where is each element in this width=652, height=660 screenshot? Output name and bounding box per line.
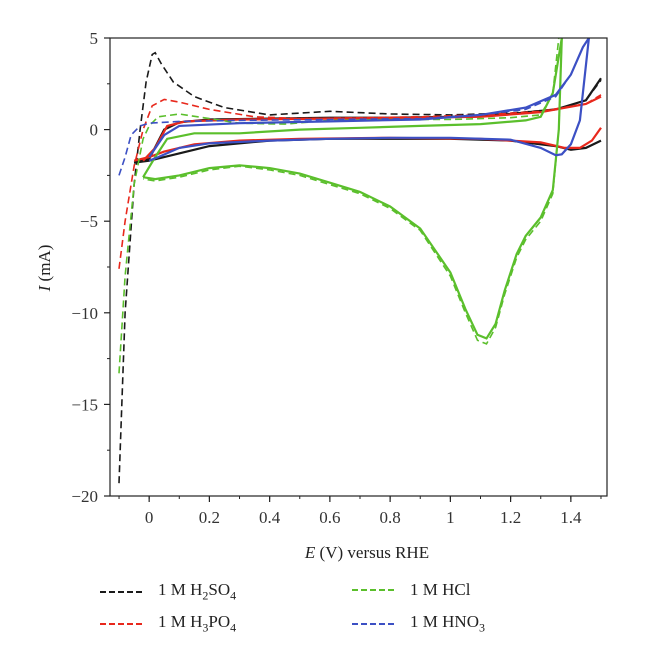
x-tick-label: 1.2 — [500, 508, 521, 527]
series-line-hno3-cathodic — [148, 38, 590, 162]
plot-frame — [109, 37, 608, 497]
legend-label-h2so4: 1 M H2SO4 — [158, 580, 237, 603]
plot-area — [118, 38, 602, 484]
x-tick-label: 1 — [446, 508, 455, 527]
series-line-hcl-anodic — [142, 38, 563, 178]
series-line-h3po4-anodic — [142, 95, 602, 162]
x-tick-label: 0.2 — [199, 508, 220, 527]
series-line-hcl-cathodic — [142, 38, 563, 345]
axes: 0 0.2 0.4 0.6 0.8 1 1.2 1.4 5 0 −5 −10 −15 −20 — [71, 29, 608, 527]
legend-label-h3po4: 1 M H3PO4 — [158, 612, 237, 635]
legend-item-h2so4: 1 M H2SO4 — [100, 580, 236, 603]
series-line-h3po4-anodic-dashed — [118, 94, 602, 269]
x-tick-label: 0.6 — [319, 508, 340, 527]
y-tick-label: −15 — [71, 395, 98, 414]
series-line-hcl-cathodic-solid — [142, 38, 563, 340]
legend-swatch-hno3 — [352, 622, 394, 625]
y-tick-label: 0 — [90, 121, 99, 140]
legend-swatch-h2so4 — [100, 590, 142, 593]
y-tick-label: −20 — [71, 487, 98, 506]
x-axis-title: E (V) versus RHE — [304, 543, 429, 562]
x-tick-label: 0.4 — [259, 508, 281, 527]
legend-swatch-h3po4 — [100, 622, 142, 625]
y-axis-title: I (mA) — [35, 245, 54, 293]
y-tick-label: 5 — [90, 29, 99, 48]
x-tick-label: 0.8 — [380, 508, 401, 527]
y-tick-label: −5 — [80, 212, 98, 231]
legend-item-hno3: 1 M HNO3 — [352, 612, 485, 635]
series-line-hno3-anodic — [148, 38, 590, 158]
legend: 1 M H2SO4 1 M H3PO4 1 M HCl 1 M HNO3 — [100, 578, 600, 656]
x-tick-label: 1.4 — [560, 508, 582, 527]
series-line-hno3-anodic-dashed — [118, 38, 590, 176]
y-tick-label: −10 — [71, 304, 98, 323]
legend-label-hcl: 1 M HCl — [410, 580, 471, 599]
x-tick-label: 0 — [145, 508, 154, 527]
series-line-h2so4-anodic-dashed — [118, 51, 602, 484]
legend-item-h3po4: 1 M H3PO4 — [100, 612, 236, 635]
legend-item-hcl: 1 M HCl — [352, 580, 470, 600]
legend-swatch-hcl — [352, 589, 394, 591]
legend-label-hno3: 1 M HNO3 — [410, 612, 485, 635]
series-line-hcl-anodic-dashed — [118, 38, 560, 374]
